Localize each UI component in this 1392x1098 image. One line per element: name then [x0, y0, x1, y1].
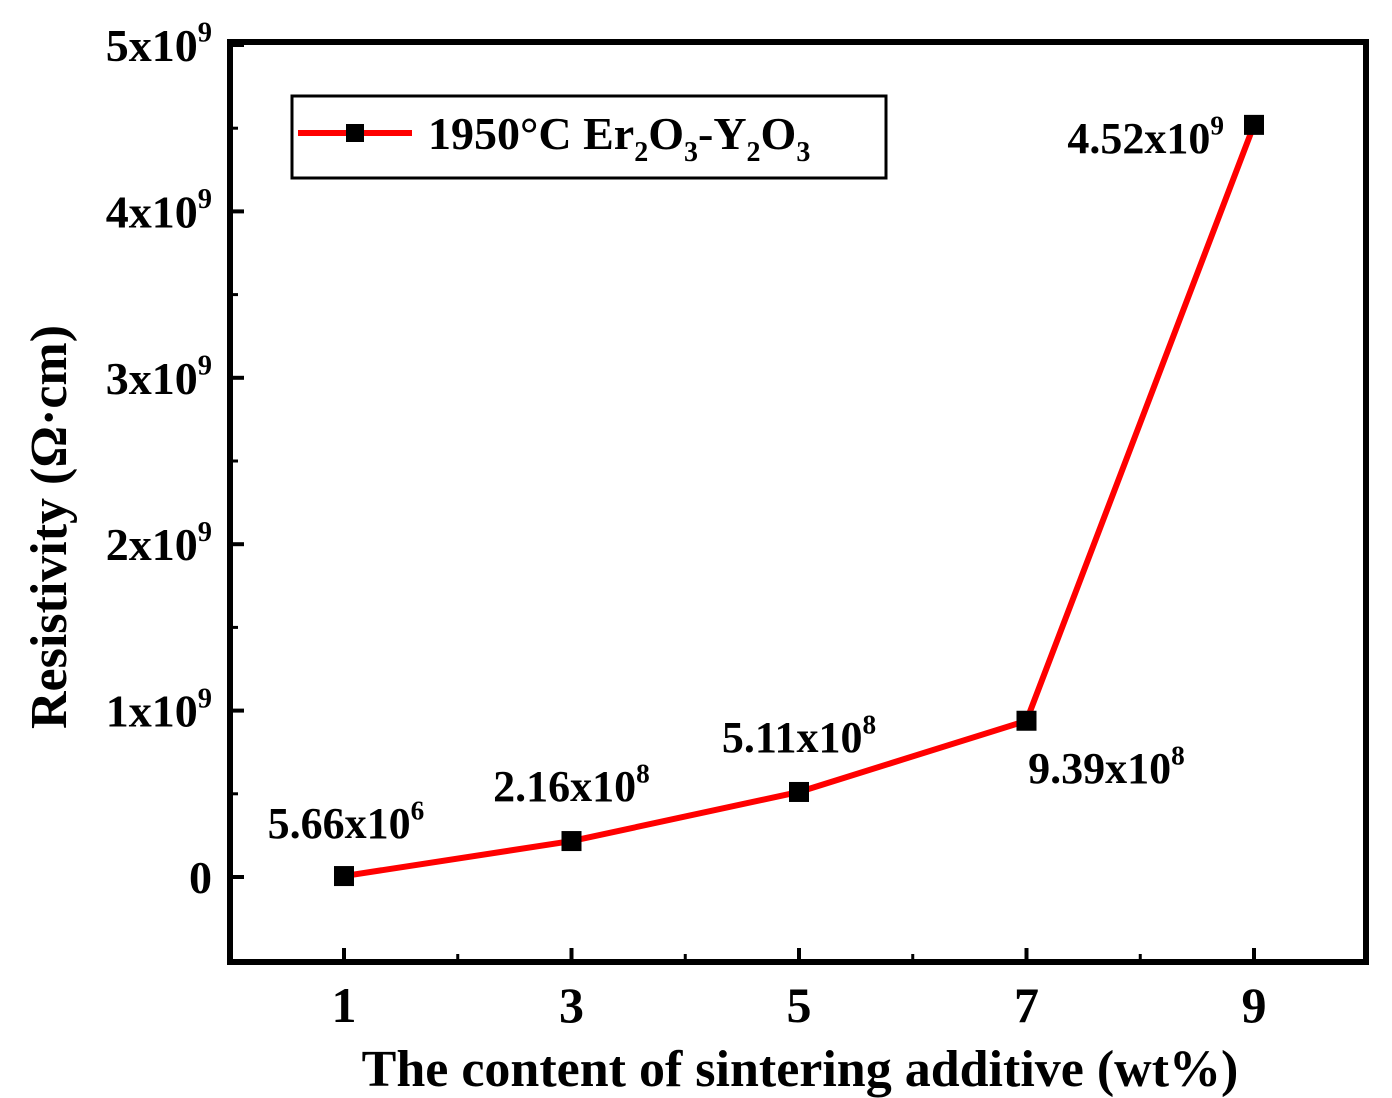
data-label-5-mantissa: 5.11x10: [722, 713, 863, 762]
legend-box: [290, 94, 888, 180]
legend-part-1: 2: [634, 137, 648, 168]
legend-part-5: 2: [747, 137, 761, 168]
y-tick-label-1-exponent: 9: [198, 683, 212, 714]
y-tick-label-0: 0: [189, 852, 212, 903]
data-point-5: [789, 781, 809, 802]
x-tick-label-9: 9: [1242, 977, 1267, 1033]
y-tick-label-2-mantissa: 2x10: [106, 519, 198, 570]
data-label-7-exponent: 8: [1171, 740, 1185, 770]
y-tick-label-5-exponent: 9: [198, 18, 212, 49]
data-point-9: [1244, 114, 1264, 135]
y-axis-title: Resistivity (Ω·cm): [21, 325, 78, 729]
x-axis-ticks: 1 3 5 7 9: [332, 948, 1267, 1033]
data-label-1-mantissa: 5.66x10: [268, 799, 411, 848]
legend: 1950°C Er2O3-Y2O3: [290, 94, 888, 180]
y-tick-label-1-mantissa: 1x10: [106, 686, 198, 737]
data-label-3-mantissa: 2.16x10: [493, 762, 636, 811]
x-tick-label-5: 5: [787, 977, 812, 1033]
data-point-1: [334, 866, 354, 887]
data-label-9-mantissa: 4.52x10: [1067, 114, 1210, 163]
y-tick-label-2-exponent: 9: [198, 517, 212, 548]
y-tick-label-3: 3x109: [106, 350, 212, 403]
y-tick-label-5: 5x109: [106, 18, 212, 71]
data-point-7: [1016, 710, 1037, 731]
y-tick-label-4-mantissa: 4x10: [106, 186, 198, 237]
y-tick-label-3-exponent: 9: [198, 350, 212, 381]
legend-marker-sample: [346, 124, 364, 142]
data-label-3-exponent: 8: [636, 759, 650, 789]
x-tick-label-1: 1: [332, 977, 357, 1033]
legend-part-2: O: [648, 108, 684, 159]
legend-part-0: 1950°C Er: [428, 108, 634, 159]
data-label-7-mantissa: 9.39x10: [1028, 744, 1171, 793]
y-tick-label-0-mantissa: 0: [189, 852, 212, 903]
legend-part-7: 3: [796, 137, 810, 168]
legend-part-4: -Y: [698, 108, 747, 159]
series-layer: [334, 114, 1264, 887]
legend-part-3: 3: [684, 137, 698, 168]
y-tick-label-5-mantissa: 5x10: [106, 20, 198, 71]
data-label-5: 5.11x108: [722, 709, 876, 761]
data-label-1-exponent: 6: [411, 796, 425, 826]
legend-label: 1950°C Er2O3-Y2O3: [428, 108, 810, 168]
y-tick-label-2: 2x109: [106, 517, 212, 570]
y-tick-label-4-exponent: 9: [198, 184, 212, 215]
y-tick-label-3-mantissa: 3x10: [106, 353, 198, 404]
y-tick-label-1: 1x109: [106, 683, 212, 736]
x-tick-label-3: 3: [559, 977, 584, 1033]
data-label-9-exponent: 9: [1210, 110, 1224, 140]
x-tick-label-7: 7: [1014, 977, 1039, 1033]
data-label-9: 4.52x109: [1067, 110, 1224, 162]
y-tick-label-4: 4x109: [106, 184, 212, 237]
data-label-5-exponent: 8: [862, 709, 876, 739]
data-label-3: 2.16x108: [493, 759, 650, 811]
data-label-1: 5.66x106: [268, 796, 425, 848]
legend-part-6: O: [761, 108, 797, 159]
x-axis-title: The content of sintering additive (wt%): [362, 1041, 1239, 1098]
data-point-3: [561, 831, 582, 852]
data-label-7: 9.39x108: [1028, 740, 1185, 792]
